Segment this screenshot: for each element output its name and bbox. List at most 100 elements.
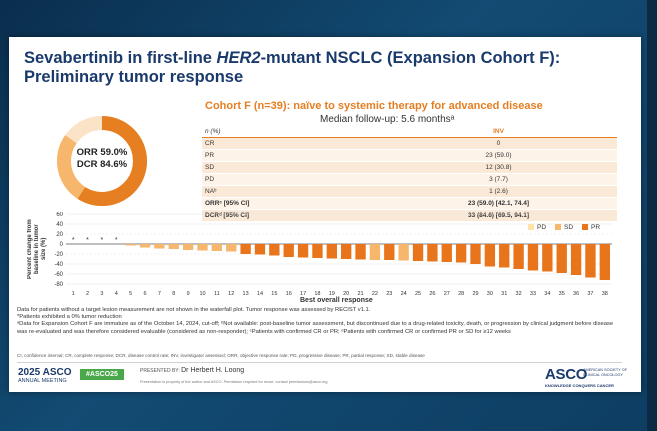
table-row: SD 12 (30.8) (202, 161, 617, 174)
legend-sd: SD (555, 224, 573, 231)
footer-divider (17, 362, 622, 363)
table-cell-label: DCRᵈ [95% CI] (202, 209, 380, 222)
x-axis-label: Best overall response (300, 297, 373, 304)
x-tick-label: 25 (415, 291, 421, 297)
x-tick-label: 7 (158, 291, 161, 297)
bar (384, 244, 395, 260)
footnotes: Data for patients without a target lesio… (17, 307, 621, 336)
bar (369, 244, 381, 260)
legend-label-pr: PR (591, 224, 601, 231)
presented-by: PRESENTED BY: Dr Herbert H. Loong (140, 367, 244, 374)
x-tick-label: 27 (444, 291, 450, 297)
x-tick-label: 16 (286, 291, 292, 297)
x-tick-label: 30 (487, 291, 493, 297)
bar (226, 244, 237, 252)
x-tick-label: 32 (516, 291, 522, 297)
y-tick-label: 20 (56, 232, 63, 238)
legend-pd: PD (528, 224, 546, 231)
x-tick-label: 35 (559, 291, 565, 297)
y-tick-label: 0 (60, 242, 64, 248)
asco-left-sub: ANNUAL MEETING (18, 378, 67, 384)
x-tick-label: 11 (214, 291, 220, 297)
bar (254, 244, 266, 255)
property-notice: Presentation is property of the author a… (140, 380, 328, 384)
y-tick-label: 40 (56, 222, 63, 228)
background-edge (647, 0, 657, 431)
x-tick-label: 36 (573, 291, 579, 297)
x-tick-label: 31 (501, 291, 507, 297)
legend-pr: PR (582, 224, 600, 231)
bar (513, 244, 524, 269)
y-axis-label: Percent change from baseline in tumor si… (27, 219, 47, 279)
bar (355, 244, 366, 260)
hashtag-badge: #ASCO25 (80, 369, 124, 380)
zero-marker: * (101, 237, 104, 244)
bar (599, 244, 610, 280)
table-cell-value: 23 (59.0) (379, 149, 617, 162)
y-tick-label: -40 (54, 262, 63, 268)
x-tick-label: 26 (429, 291, 435, 297)
x-tick-label: 23 (386, 291, 392, 297)
x-tick-label: 21 (357, 291, 363, 297)
x-tick-label: 10 (199, 291, 205, 297)
response-table: n (%) INV CR 0 PR 23 (59.0) SD 12 (30.8) PD 3 (… (202, 126, 617, 222)
bar (269, 244, 280, 256)
orr-value: ORR 59.0% (76, 147, 128, 158)
table-row: CR 0 (202, 137, 617, 150)
table-header-inv: INV (379, 126, 617, 138)
x-tick-label: 17 (300, 291, 306, 297)
asco-logo: ASCO AMERICAN SOCIETY OF CLINICAL ONCOLO… (545, 366, 627, 383)
bar (427, 244, 438, 262)
table-row: PD 3 (7.7) (202, 173, 617, 186)
title-part-italic: HER2 (216, 49, 261, 67)
bar (154, 244, 165, 249)
asco-tagline: KNOWLEDGE CONQUERS CANCER (545, 383, 614, 388)
x-tick-label: 8 (172, 291, 175, 297)
x-tick-label: 19 (329, 291, 335, 297)
table-row: NAᵇ 1 (2.6) (202, 185, 617, 198)
table-header-label: n (%) (202, 126, 380, 138)
bar (585, 244, 596, 278)
x-tick-label: 3 (100, 291, 103, 297)
bar (182, 244, 194, 250)
x-tick-label: 2 (86, 291, 89, 297)
bar (125, 244, 136, 246)
legend-swatch-pr (582, 224, 588, 231)
donut-label: ORR 59.0% DCR 84.6% (62, 147, 142, 171)
bar (470, 244, 481, 264)
x-tick-label: 20 (343, 291, 349, 297)
footnote-2: *Patients exhibited a 0% tumor reduction (17, 314, 122, 321)
table-cell-value: 23 (59.0) [42.1, 74.4] (379, 197, 617, 210)
y-tick-label: -80 (54, 282, 63, 288)
bar (455, 244, 467, 263)
slide-title: Sevabertinib in first-line HER2-mutant N… (24, 49, 624, 87)
x-tick-label: 24 (401, 291, 407, 297)
asco-annual-meeting-logo: 2025 ASCO ANNUAL MEETING (18, 368, 72, 386)
abbreviations: CI, confidence interval; CR, complete re… (17, 353, 425, 358)
table-cell-value: 12 (30.8) (379, 161, 617, 174)
footnote-1: Data for patients without a target lesio… (17, 307, 371, 313)
bar (484, 244, 496, 267)
table-row: DCRᵈ [95% CI] 33 (84.6) [69.5, 94.1] (202, 209, 617, 222)
response-donut (57, 116, 147, 206)
table-body: CR 0 PR 23 (59.0) SD 12 (30.8) PD 3 (7.7) NAᵇ 1 (… (202, 137, 617, 222)
title-part-1: Sevabertinib in first-line (24, 49, 217, 67)
asco-left-text: 2025 ASCO (18, 367, 72, 378)
table-cell-label: SD (202, 161, 380, 174)
y-tick-label: -20 (54, 252, 63, 258)
bar (527, 244, 539, 271)
table-row: ORRᶜ [95% CI] 23 (59.0) [42.1, 74.4] (202, 197, 617, 210)
x-tick-label: 9 (187, 291, 190, 297)
x-tick-label: 5 (129, 291, 132, 297)
presented-by-label: PRESENTED BY: (140, 368, 180, 374)
bar (542, 244, 553, 272)
bar (312, 244, 323, 258)
x-tick-label: 28 (458, 291, 464, 297)
bar (283, 244, 294, 257)
x-tick-label: 18 (314, 291, 320, 297)
zero-marker: * (115, 237, 118, 244)
x-tick-label: 34 (544, 291, 550, 297)
asco-logo-text: ASCO (545, 366, 588, 383)
presenter-name: Dr Herbert H. Loong (181, 367, 245, 374)
donut-orr-arc (57, 116, 147, 206)
